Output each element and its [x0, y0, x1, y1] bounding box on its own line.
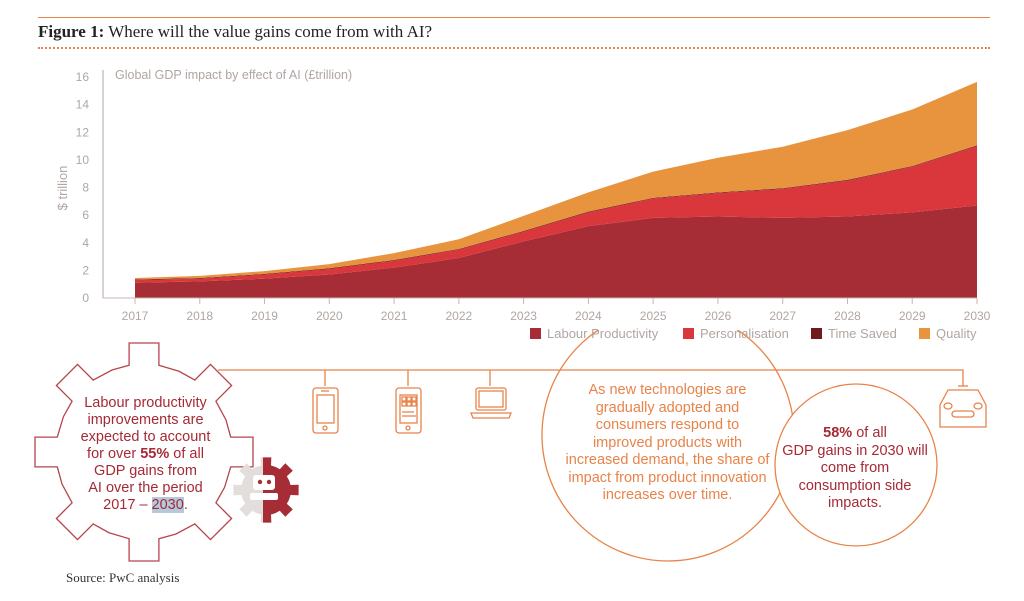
x-tick-label: 2024 [575, 309, 602, 323]
laptop-icon [470, 387, 512, 419]
infographic [34, 330, 987, 562]
area-chart: Global GDP impact by effect of AI (£tril… [55, 68, 991, 341]
x-tick-label: 2020 [316, 309, 343, 323]
legend-label: Personalisation [700, 326, 789, 341]
legend-label: Time Saved [828, 326, 897, 341]
top-rule [38, 17, 990, 18]
x-tick-label: 2017 [122, 309, 149, 323]
t: 2017 – [103, 497, 152, 513]
legend-swatch [530, 328, 541, 339]
x-tick-label: 2019 [251, 309, 278, 323]
x-tick-label: 2029 [899, 309, 926, 323]
t: for over [87, 446, 141, 462]
gear-text: Labour productivity improvements are exp… [58, 395, 233, 514]
y-tick-label: 8 [82, 181, 89, 195]
legend-label: Labour Productivity [547, 326, 659, 341]
gear-outline [34, 342, 254, 562]
legend-swatch [811, 328, 822, 339]
y-tick-label: 12 [76, 125, 90, 139]
gear-line: Labour productivity [84, 395, 207, 411]
highlighted-year: 2030 [151, 497, 184, 513]
connector-line [218, 369, 964, 386]
x-tick-label: 2022 [445, 309, 472, 323]
x-tick-label: 2028 [834, 309, 861, 323]
gear-line: GDP gains from [94, 463, 197, 479]
x-tick-label: 2027 [769, 309, 796, 323]
x-tick-label: 2030 [964, 309, 991, 323]
figure-title-text: Where will the value gains come from wit… [108, 22, 433, 41]
gear-line: expected to account [80, 429, 211, 445]
t: of all [852, 425, 887, 441]
y-tick-label: 10 [76, 153, 90, 167]
x-tick-label: 2021 [381, 309, 408, 323]
gear-robot-icon [233, 457, 299, 523]
area-personalisation [135, 146, 977, 283]
t: GDP gains in 2030 will come from consump… [782, 442, 928, 512]
source-note: Source: PwC analysis [66, 570, 180, 585]
y-tick-label: 2 [82, 263, 89, 277]
chart-title: Global GDP impact by effect of AI (£tril… [115, 68, 352, 82]
t: of all [169, 446, 204, 462]
percent-58: 58% [823, 425, 853, 441]
small-circle [774, 383, 938, 547]
y-tick-label: 4 [82, 236, 89, 250]
y-axis-label: $ trillion [55, 166, 70, 211]
legend-label: Quality [936, 326, 977, 341]
legend-swatch [683, 328, 694, 339]
x-tick-label: 2018 [186, 309, 213, 323]
gear-line: AI over the period [88, 480, 203, 496]
area-labour-productivity [135, 205, 977, 298]
t: . [183, 497, 188, 513]
big-circle-text: As new technologies are gradually adopte… [565, 382, 770, 503]
y-tick-label: 0 [82, 291, 89, 305]
y-tick-label: 14 [76, 98, 90, 112]
dotted-rule [38, 47, 990, 49]
gear-line: 2017 – 2030. [58, 497, 233, 514]
x-tick-label: 2023 [510, 309, 537, 323]
small-circle-text: 58% of all GDP gains in 2030 will come fr… [780, 425, 930, 513]
area-quality [135, 81, 977, 280]
x-tick-label: 2026 [705, 309, 732, 323]
percent-55: 55% [140, 446, 170, 462]
figure-label: Figure 1: [38, 22, 105, 41]
car-icon [939, 385, 987, 428]
figure-title: Figure 1: Where will the value gains com… [38, 22, 432, 42]
y-tick-label: 16 [76, 70, 90, 84]
gear-line: improvements are [87, 412, 204, 428]
legend-swatch [919, 328, 930, 339]
x-tick-label: 2025 [640, 309, 667, 323]
y-tick-label: 6 [82, 208, 89, 222]
smartphone-icon [312, 387, 339, 434]
gear-line: for over 55% of all [58, 446, 233, 463]
tablet-icon [395, 387, 422, 434]
